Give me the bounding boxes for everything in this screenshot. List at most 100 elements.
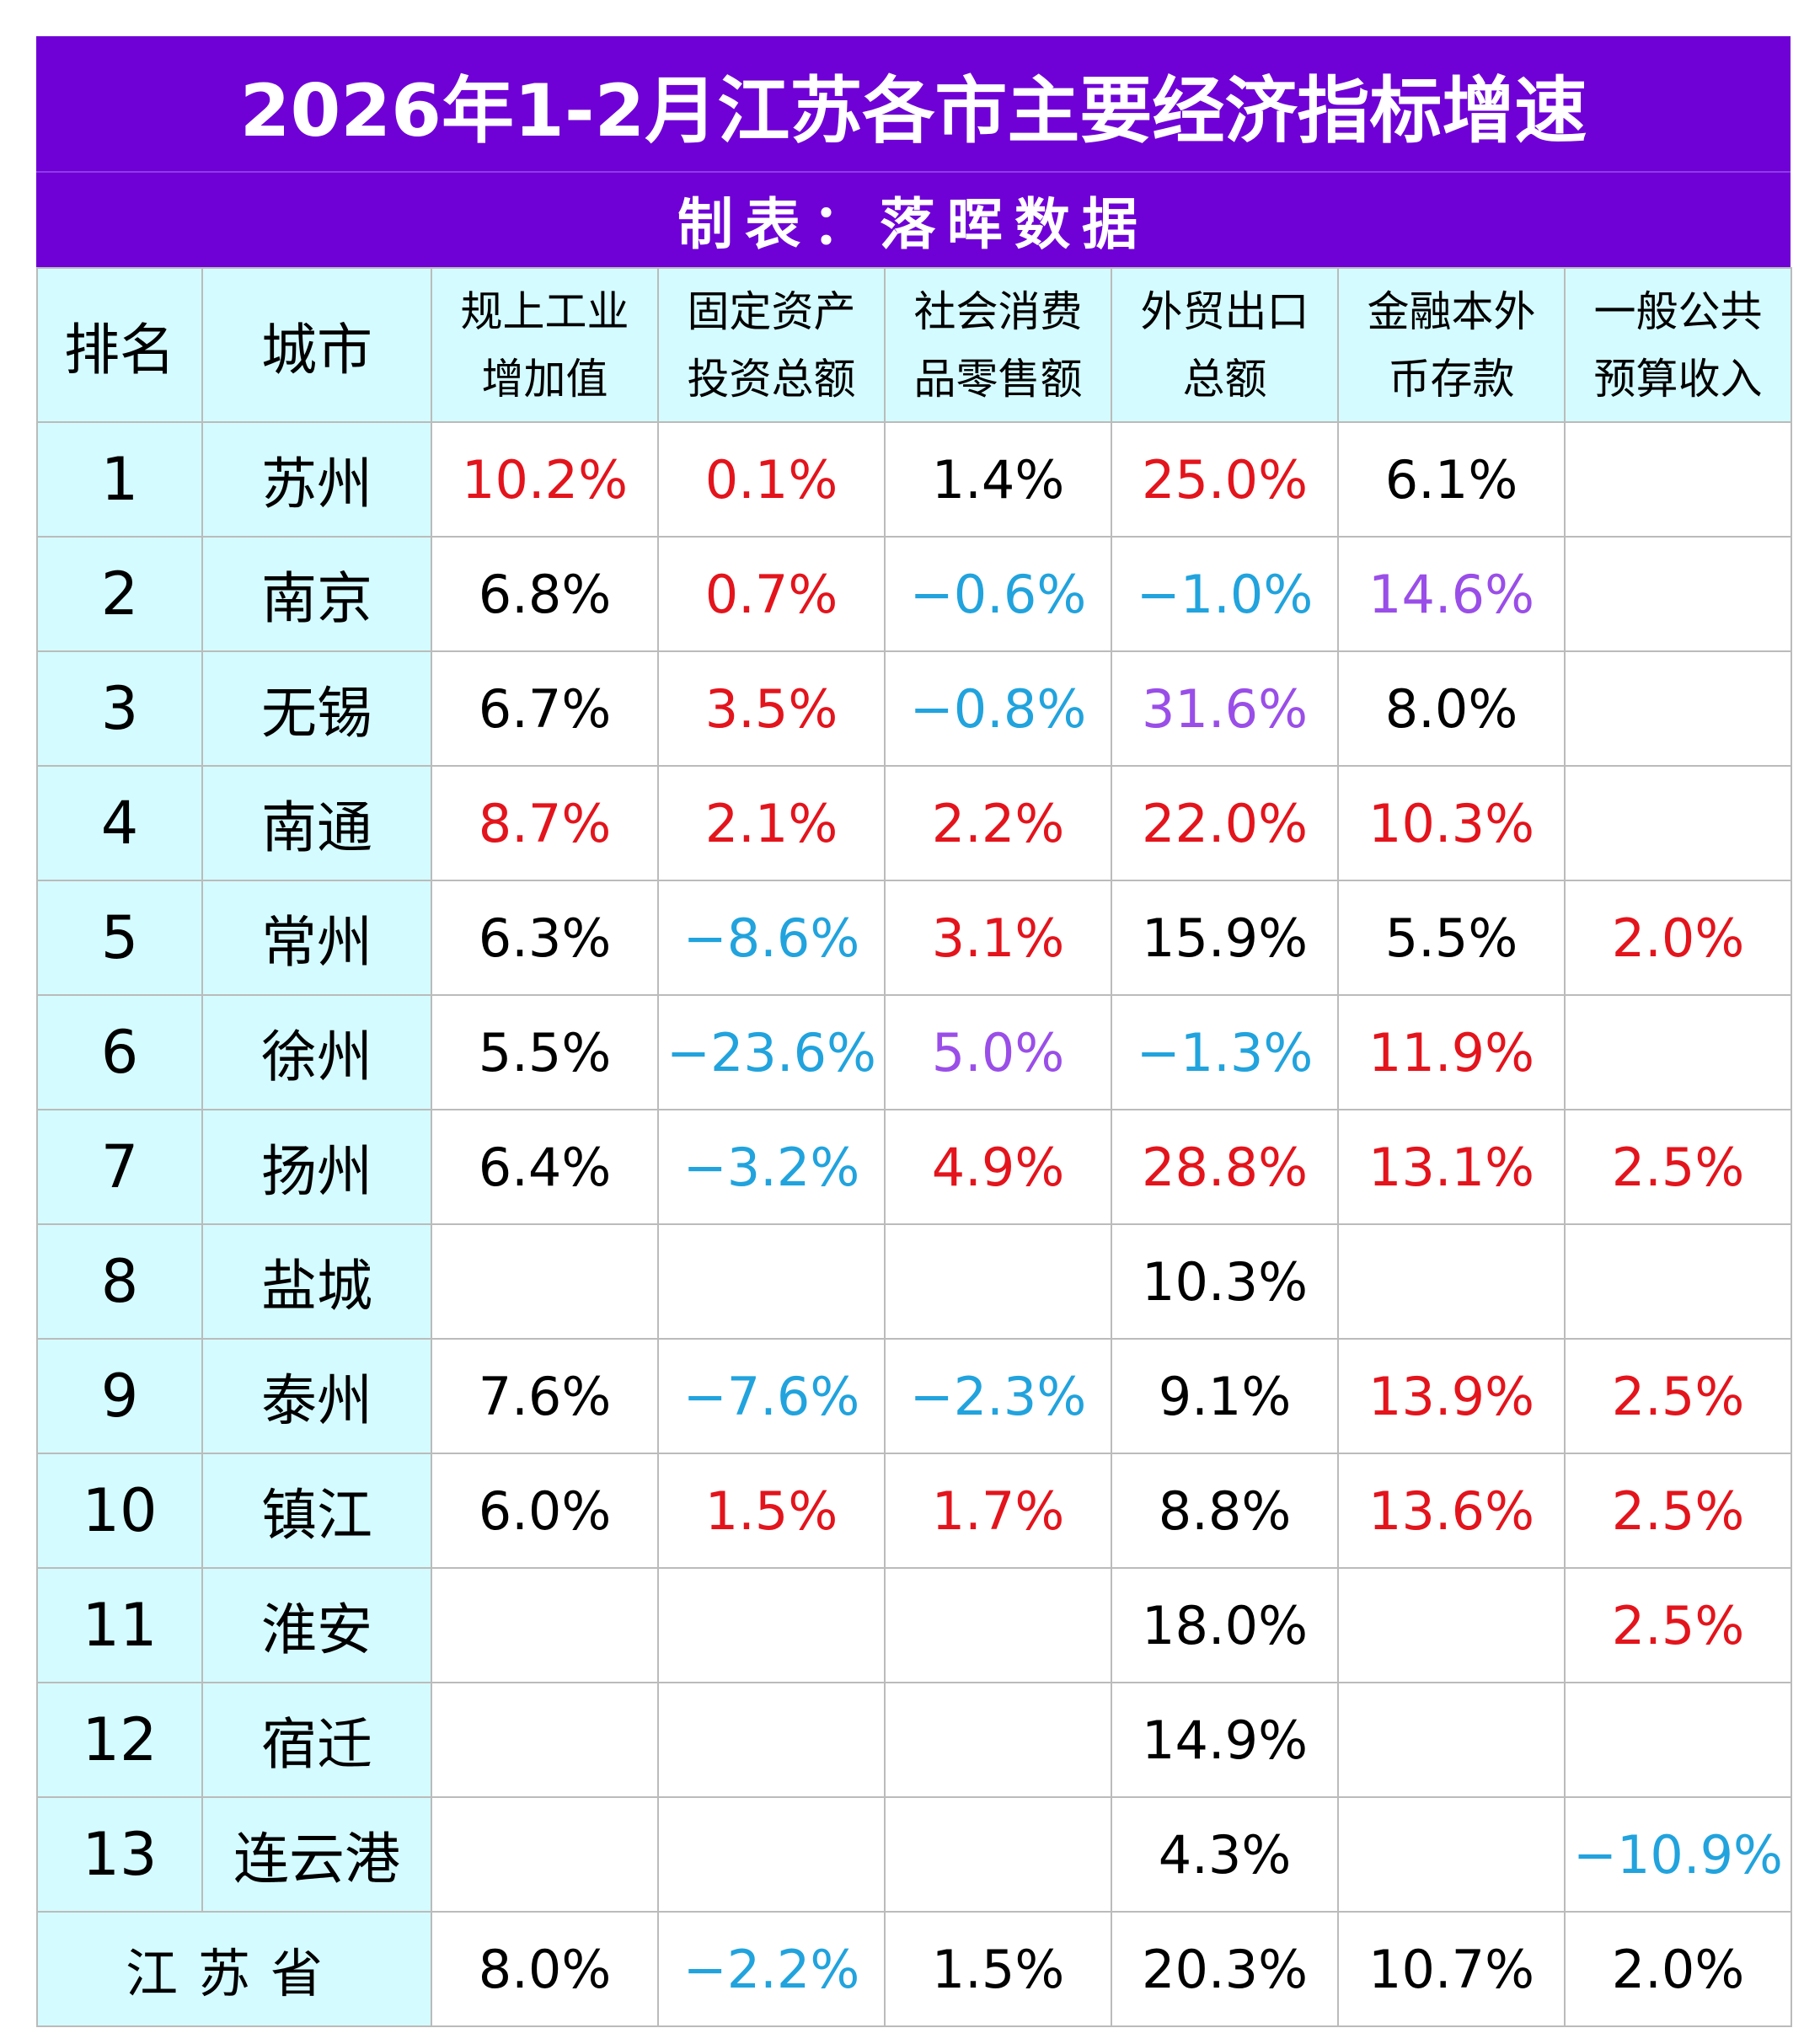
- value-cell: 2.5%: [1564, 1567, 1792, 1683]
- header-line: 品零售额: [913, 354, 1083, 404]
- value-cell: −8.6%: [657, 880, 886, 996]
- value-cell: 10.3%: [1111, 1223, 1339, 1340]
- header-line: 固定资产: [687, 286, 856, 336]
- value-cell: [1564, 421, 1792, 538]
- value-cell: [884, 1567, 1112, 1683]
- column-header: 社会消费 品零售额: [884, 267, 1112, 423]
- value-cell: 13.6%: [1337, 1453, 1566, 1569]
- value-cell: 2.2%: [884, 765, 1112, 881]
- column-header: 规上工业 增加值: [431, 267, 659, 423]
- value-cell: 6.0%: [431, 1453, 659, 1569]
- value-cell: [1564, 1682, 1792, 1798]
- value-cell: 5.0%: [884, 994, 1112, 1110]
- value-cell: −1.0%: [1111, 536, 1339, 652]
- value-cell: 0.1%: [657, 421, 886, 538]
- city-cell: 无锡: [201, 650, 432, 767]
- city-cell: 泰州: [201, 1338, 432, 1454]
- rank-cell: 9: [36, 1338, 203, 1454]
- total-value-cell: 20.3%: [1111, 1911, 1339, 2027]
- value-cell: [1564, 536, 1792, 652]
- value-cell: 5.5%: [1337, 880, 1566, 996]
- value-cell: 8.7%: [431, 765, 659, 881]
- value-cell: [431, 1682, 659, 1798]
- city-cell: 盐城: [201, 1223, 432, 1340]
- total-value-cell: 1.5%: [884, 1911, 1112, 2027]
- chart-subtitle: 制表：落晖数据: [36, 171, 1791, 267]
- value-cell: 13.1%: [1337, 1109, 1566, 1225]
- value-cell: 28.8%: [1111, 1109, 1339, 1225]
- value-cell: 6.3%: [431, 880, 659, 996]
- value-cell: 8.8%: [1111, 1453, 1339, 1569]
- value-cell: 18.0%: [1111, 1567, 1339, 1683]
- chart-title: 2026年1-2月江苏各市主要经济指标增速: [36, 36, 1791, 171]
- city-cell: 苏州: [201, 421, 432, 538]
- rank-cell: 10: [36, 1453, 203, 1569]
- value-cell: [1337, 1682, 1566, 1798]
- city-cell: 连云港: [201, 1796, 432, 1913]
- header-line: 币存款: [1388, 354, 1515, 404]
- value-cell: 5.5%: [431, 994, 659, 1110]
- rank-header: 排名: [36, 267, 203, 423]
- rank-cell: 8: [36, 1223, 203, 1340]
- city-cell: 徐州: [201, 994, 432, 1110]
- table-row: 7 扬州 6.4% −3.2% 4.9% 28.8% 13.1% 2.5%: [36, 1109, 1792, 1225]
- city-cell: 镇江: [201, 1453, 432, 1569]
- table-row: 2 南京 6.8% 0.7% −0.6% −1.0% 14.6%: [36, 536, 1792, 652]
- value-cell: [657, 1223, 886, 1340]
- header-line: 增加值: [481, 354, 608, 404]
- value-cell: 7.6%: [431, 1338, 659, 1454]
- value-cell: [657, 1567, 886, 1683]
- value-cell: 0.7%: [657, 536, 886, 652]
- value-cell: 8.0%: [1337, 650, 1566, 767]
- table-row: 12 宿迁 14.9%: [36, 1682, 1792, 1798]
- rank-cell: 13: [36, 1796, 203, 1913]
- value-cell: 11.9%: [1337, 994, 1566, 1110]
- value-cell: [1564, 994, 1792, 1110]
- city-cell: 南京: [201, 536, 432, 652]
- value-cell: 4.3%: [1111, 1796, 1339, 1913]
- header-line: 一般公共: [1593, 286, 1763, 336]
- value-cell: [1337, 1223, 1566, 1340]
- value-cell: 22.0%: [1111, 765, 1339, 881]
- table-row: 10 镇江 6.0% 1.5% 1.7% 8.8% 13.6% 2.5%: [36, 1453, 1792, 1569]
- header-line: 预算收入: [1593, 354, 1763, 404]
- value-cell: −0.8%: [884, 650, 1112, 767]
- header-line: 规上工业: [460, 286, 629, 336]
- rank-cell: 5: [36, 880, 203, 996]
- rank-cell: 1: [36, 421, 203, 538]
- value-cell: 3.1%: [884, 880, 1112, 996]
- indicator-table: 排名 城市 规上工业 增加值 固定资产 投资总额 社会消费 品零售额 外贸出口 总额 金…: [36, 267, 1792, 2027]
- value-cell: 1.7%: [884, 1453, 1112, 1569]
- rank-cell: 11: [36, 1567, 203, 1683]
- value-cell: 1.4%: [884, 421, 1112, 538]
- value-cell: [884, 1682, 1112, 1798]
- table-container: 2026年1-2月江苏各市主要经济指标增速 制表：落晖数据 排名 城市 规上工业…: [36, 36, 1792, 2027]
- rank-cell: 3: [36, 650, 203, 767]
- value-cell: 2.5%: [1564, 1338, 1792, 1454]
- value-cell: 6.1%: [1337, 421, 1566, 538]
- total-row: 江苏省 8.0% −2.2% 1.5% 20.3% 10.7% 2.0%: [36, 1911, 1792, 2027]
- value-cell: 1.5%: [657, 1453, 886, 1569]
- column-header: 固定资产 投资总额: [657, 267, 886, 423]
- total-value-cell: −2.2%: [657, 1911, 886, 2027]
- value-cell: 3.5%: [657, 650, 886, 767]
- table-row: 11 淮安 18.0% 2.5%: [36, 1567, 1792, 1683]
- total-value-cell: 8.0%: [431, 1911, 659, 2027]
- value-cell: 14.9%: [1111, 1682, 1339, 1798]
- city-cell: 常州: [201, 880, 432, 996]
- value-cell: 14.6%: [1337, 536, 1566, 652]
- value-cell: 2.1%: [657, 765, 886, 881]
- city-header: 城市: [201, 267, 432, 423]
- value-cell: −7.6%: [657, 1338, 886, 1454]
- value-cell: [431, 1796, 659, 1913]
- value-cell: 10.3%: [1337, 765, 1566, 881]
- value-cell: 6.7%: [431, 650, 659, 767]
- value-cell: [657, 1682, 886, 1798]
- rank-cell: 7: [36, 1109, 203, 1225]
- value-cell: [1337, 1567, 1566, 1683]
- table-body: 排名 城市 规上工业 增加值 固定资产 投资总额 社会消费 品零售额 外贸出口 总额 金…: [36, 267, 1792, 2027]
- city-cell: 南通: [201, 765, 432, 881]
- value-cell: [1564, 765, 1792, 881]
- header-line: 投资总额: [687, 354, 856, 404]
- table-row: 4 南通 8.7% 2.1% 2.2% 22.0% 10.3%: [36, 765, 1792, 881]
